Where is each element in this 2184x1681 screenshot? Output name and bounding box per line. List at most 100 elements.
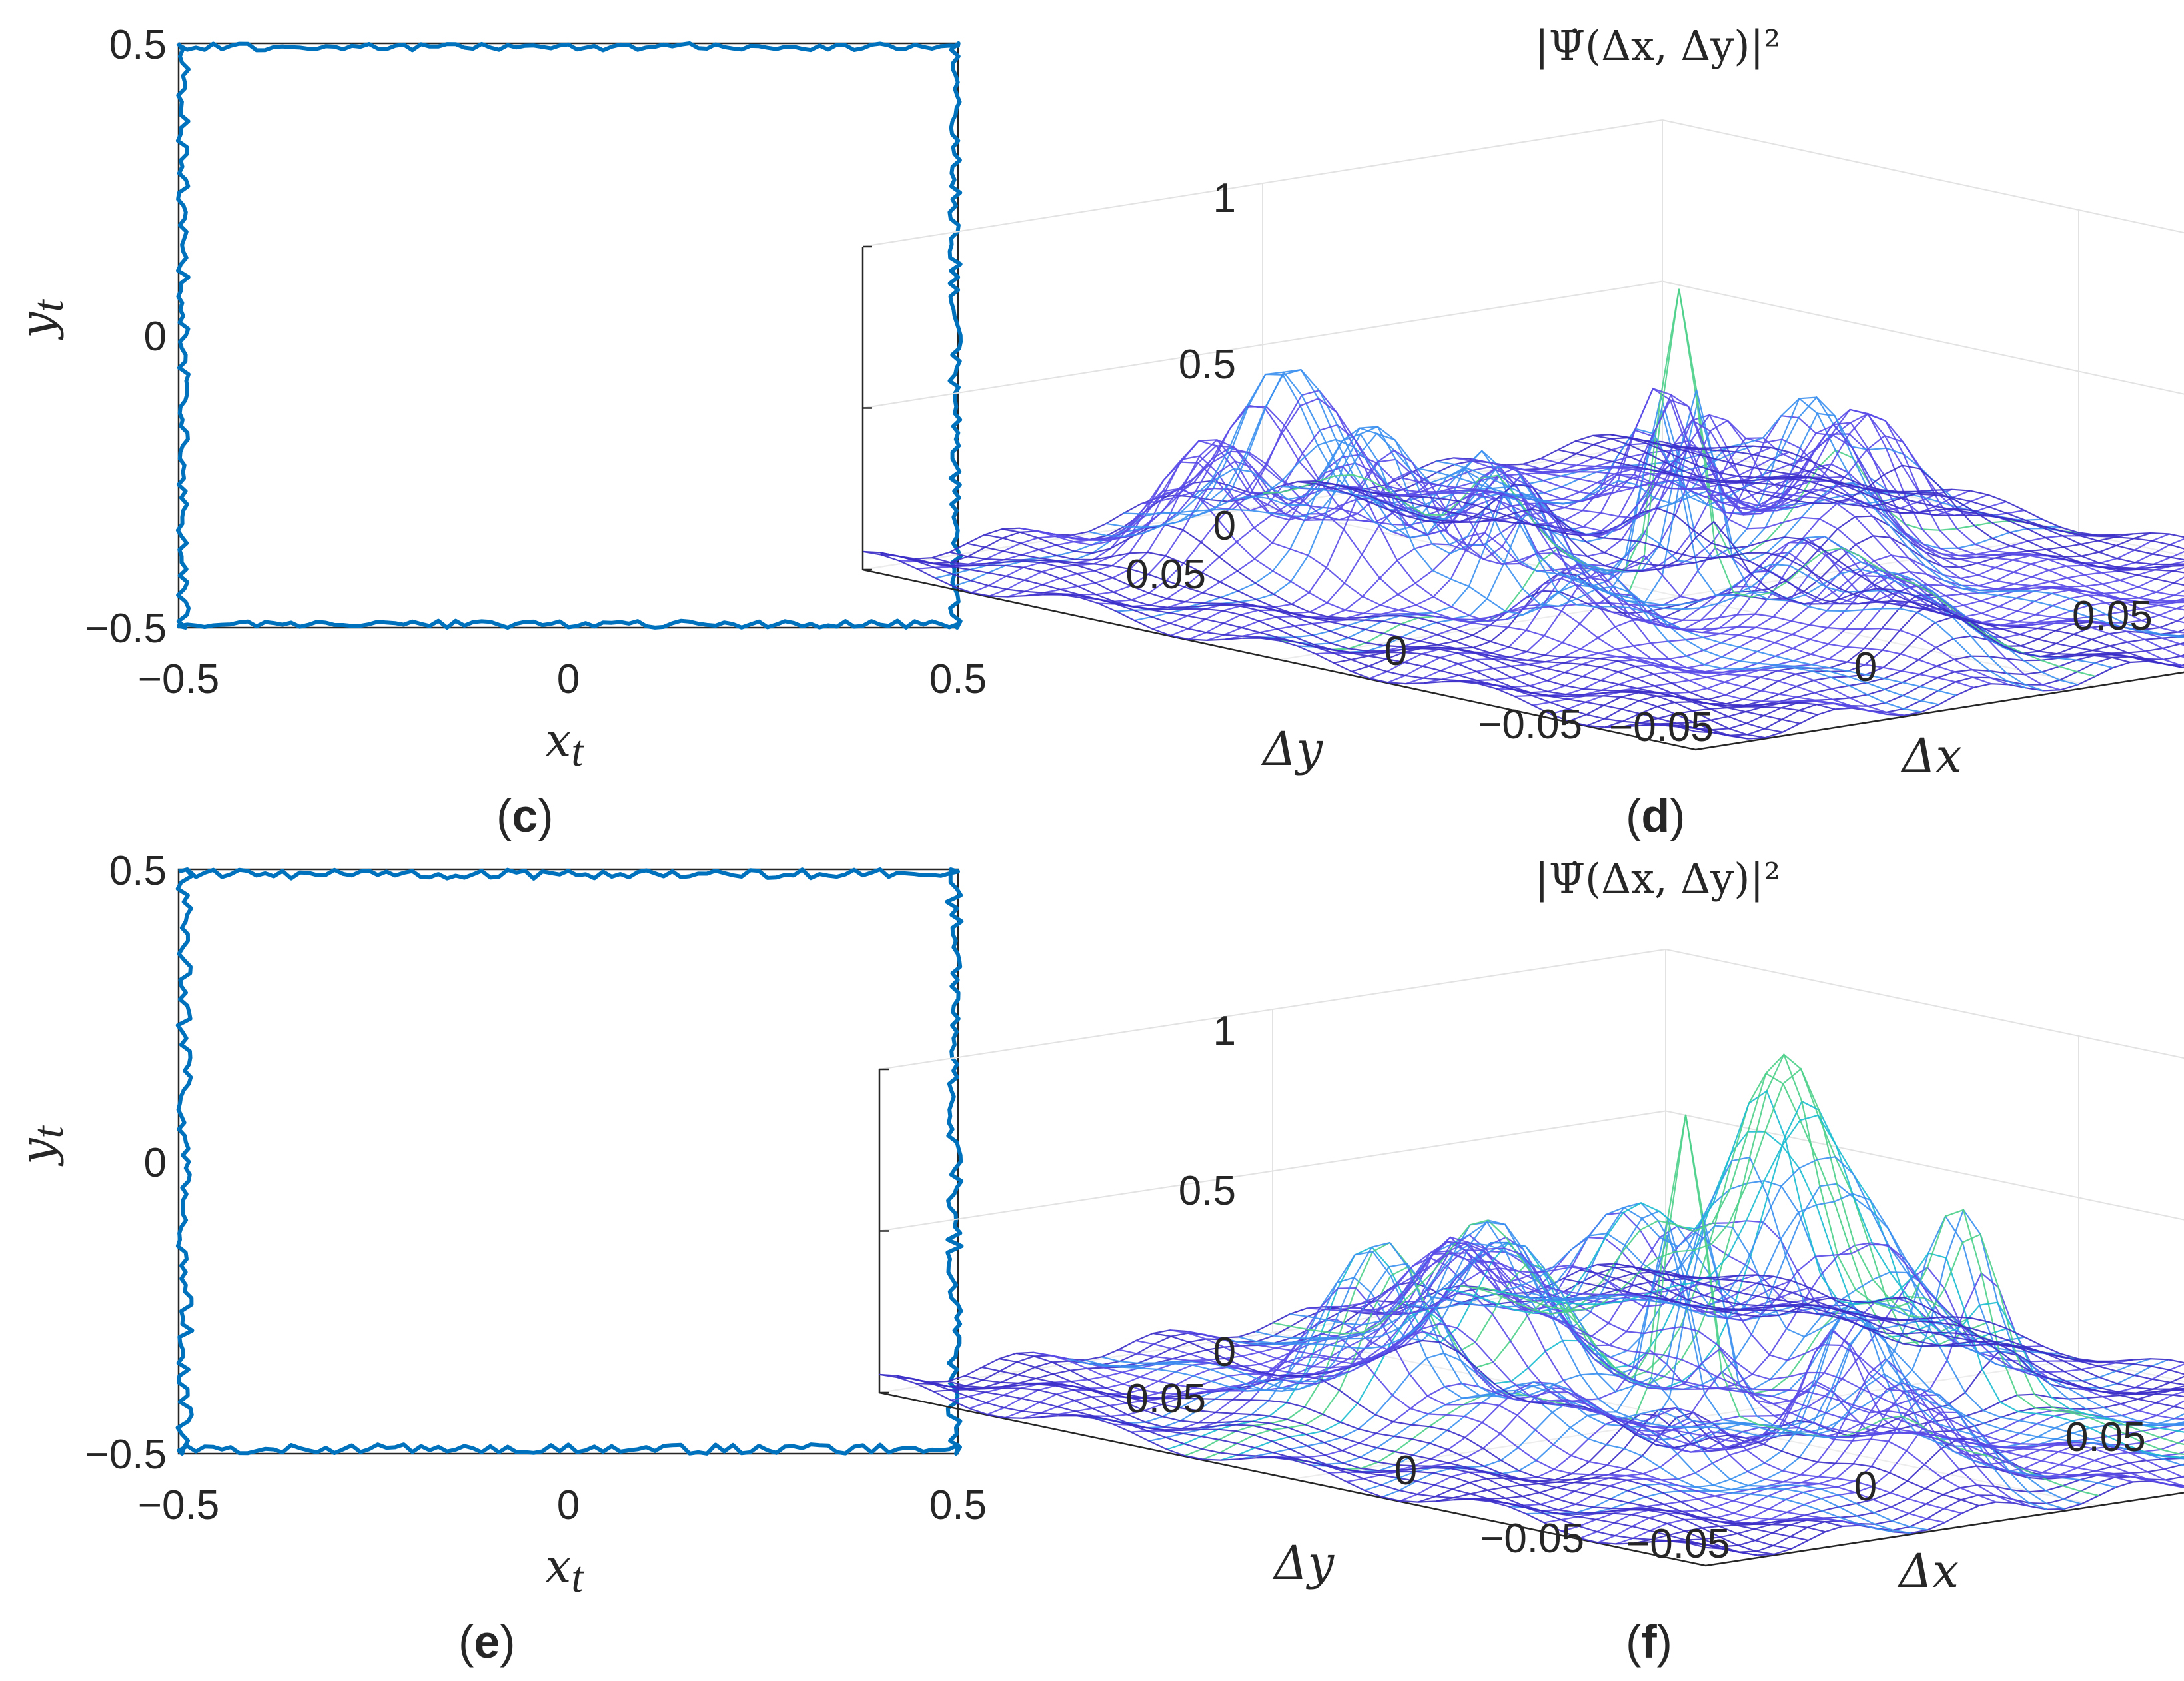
surface-col-line — [897, 555, 1731, 737]
surface-col-line — [1053, 439, 1888, 716]
xtick-right-c: 0.5 — [929, 656, 987, 702]
ylabel-c: yt — [10, 298, 73, 340]
surface-col-line — [1332, 483, 2165, 665]
surface-col-line — [1358, 1241, 2184, 1488]
ytick-mid-e: 0 — [144, 1140, 167, 1186]
surface-col-line — [1384, 419, 2184, 658]
surface-col-line — [1575, 440, 2184, 574]
surface-col-line — [1592, 434, 2184, 570]
surface-col-line — [1665, 1271, 2184, 1364]
surface-col-line — [1409, 1225, 2184, 1467]
surface-col-line — [1245, 406, 2079, 686]
surface-col-line — [1050, 1287, 1877, 1529]
surface-col-line — [967, 542, 1800, 724]
xlabel-e: xt — [545, 1539, 584, 1602]
surface-col-line — [949, 551, 1783, 733]
ytick-0-f: 0 — [1394, 1448, 1417, 1494]
surface-col-line — [1221, 1241, 2048, 1510]
surface-col-line — [947, 1380, 1774, 1555]
title-f: |Ψ̇(Δx, Δy)|² — [1535, 854, 1780, 903]
ylabel-f: Δy — [1272, 1536, 1335, 1590]
surface-col-line — [932, 557, 1766, 739]
surface-col-line — [1392, 1266, 2184, 1478]
surface-row-line — [881, 437, 1681, 564]
ytick-bot-e: −0.5 — [85, 1432, 167, 1478]
ytick-005-f: 0.05 — [1125, 1376, 1206, 1422]
ztick-0-d: 0 — [1213, 503, 1236, 549]
xtick-0-f: 0 — [1854, 1464, 1877, 1510]
surface-col-line — [984, 534, 1818, 716]
ytick-top-e: 0.5 — [109, 848, 167, 894]
panel-d: |Ψ̇(Δx, Δy)|² 1 0.5 0 0.05 0 −0.05 −0.05… — [861, 21, 2184, 841]
ytick-mid-c: 0 — [144, 314, 167, 360]
surface-col-line — [1540, 434, 2184, 597]
surface-col-line — [1297, 480, 2131, 664]
surface-col-line — [1315, 480, 2148, 662]
panel-label-f: (f) — [1626, 1616, 1672, 1668]
ytick-005-d: 0.05 — [1125, 552, 1206, 598]
surface-col-line — [1443, 1089, 2184, 1458]
surface-d — [862, 288, 2184, 740]
surface-col-line — [1101, 1263, 1928, 1531]
surface-col-line — [1644, 440, 2184, 550]
trajectory-c — [175, 41, 963, 630]
box3d-d — [861, 119, 2184, 751]
ylabel-d: Δy — [1261, 722, 1324, 776]
surface-col-line — [965, 1375, 1792, 1550]
ztick-1-d: 1 — [1213, 175, 1236, 221]
xtick-left-c: −0.5 — [138, 656, 219, 702]
axes-box-c — [177, 42, 959, 629]
surface-col-line — [1648, 1269, 2184, 1375]
surface-col-line — [1088, 433, 1922, 713]
ztick-05-f: 0.5 — [1179, 1168, 1236, 1214]
xtick-m005-f: −0.05 — [1626, 1521, 1730, 1567]
surface-col-line — [1505, 408, 2184, 604]
surface-col-line — [930, 1381, 1758, 1556]
ylabel-e: yt — [10, 1125, 73, 1167]
surface-col-line — [999, 1358, 1826, 1533]
surface-col-line — [1153, 1332, 1979, 1507]
ytick-bot-c: −0.5 — [85, 606, 167, 652]
surface-col-line — [1349, 486, 2183, 668]
surface-col-line — [1106, 426, 1939, 706]
surface-col-line — [1374, 1249, 2184, 1487]
surface-col-line — [1123, 432, 1957, 696]
surface-col-line — [913, 1379, 1740, 1554]
surface-col-line — [1307, 1236, 2133, 1483]
surface-col-line — [1067, 1251, 1894, 1533]
xtick-mid-e: 0 — [557, 1482, 580, 1528]
surface-col-line — [1523, 413, 2184, 602]
grid-line — [1662, 119, 2184, 234]
ztick-05-d: 0.5 — [1179, 342, 1236, 388]
ztick-1-f: 1 — [1213, 1008, 1236, 1054]
trajectory-e — [175, 867, 964, 1456]
surface-col-line — [1016, 1352, 1843, 1528]
surface-col-line — [1366, 460, 2184, 667]
ztick-0-f: 0 — [1213, 1329, 1236, 1375]
xlabel-f: Δx — [1897, 1544, 1959, 1598]
panel-c: 0.5 0 −0.5 −0.5 0 0.5 xt yt (c) — [10, 22, 987, 841]
xtick-005-f: 0.05 — [2065, 1414, 2146, 1460]
panel-label-c: (c) — [496, 790, 554, 841]
surface-col-line — [1033, 1333, 1860, 1526]
trajectory-line — [175, 867, 964, 1456]
xtick-mid-c: 0 — [557, 656, 580, 702]
panel-e: 0.5 0 −0.5 −0.5 0 0.5 xt yt (e) — [10, 848, 987, 1668]
y-axis-line — [879, 1391, 1706, 1567]
surface-col-line — [1477, 1067, 2184, 1446]
panel-label-d: (d) — [1626, 790, 1685, 841]
x-axis-line — [1695, 671, 2184, 751]
surface-col-line — [1662, 441, 2184, 538]
surface-col-line — [1192, 371, 2027, 689]
xlabel-c: xt — [545, 713, 584, 776]
ytick-top-c: 0.5 — [109, 22, 167, 68]
panel-f: |Ψ̇(Δx, Δy)|² 1 0.5 0 0.05 0 −0.05 −0.05… — [878, 854, 2184, 1668]
surface-col-line — [1470, 399, 2184, 624]
surface-col-line — [862, 550, 1696, 732]
surface-col-line — [1488, 422, 2184, 611]
surface-col-line — [1511, 1156, 2184, 1426]
xtick-005-d: 0.05 — [2072, 593, 2153, 639]
surface-f — [879, 1053, 2184, 1556]
surface-col-line — [1204, 1261, 2031, 1508]
